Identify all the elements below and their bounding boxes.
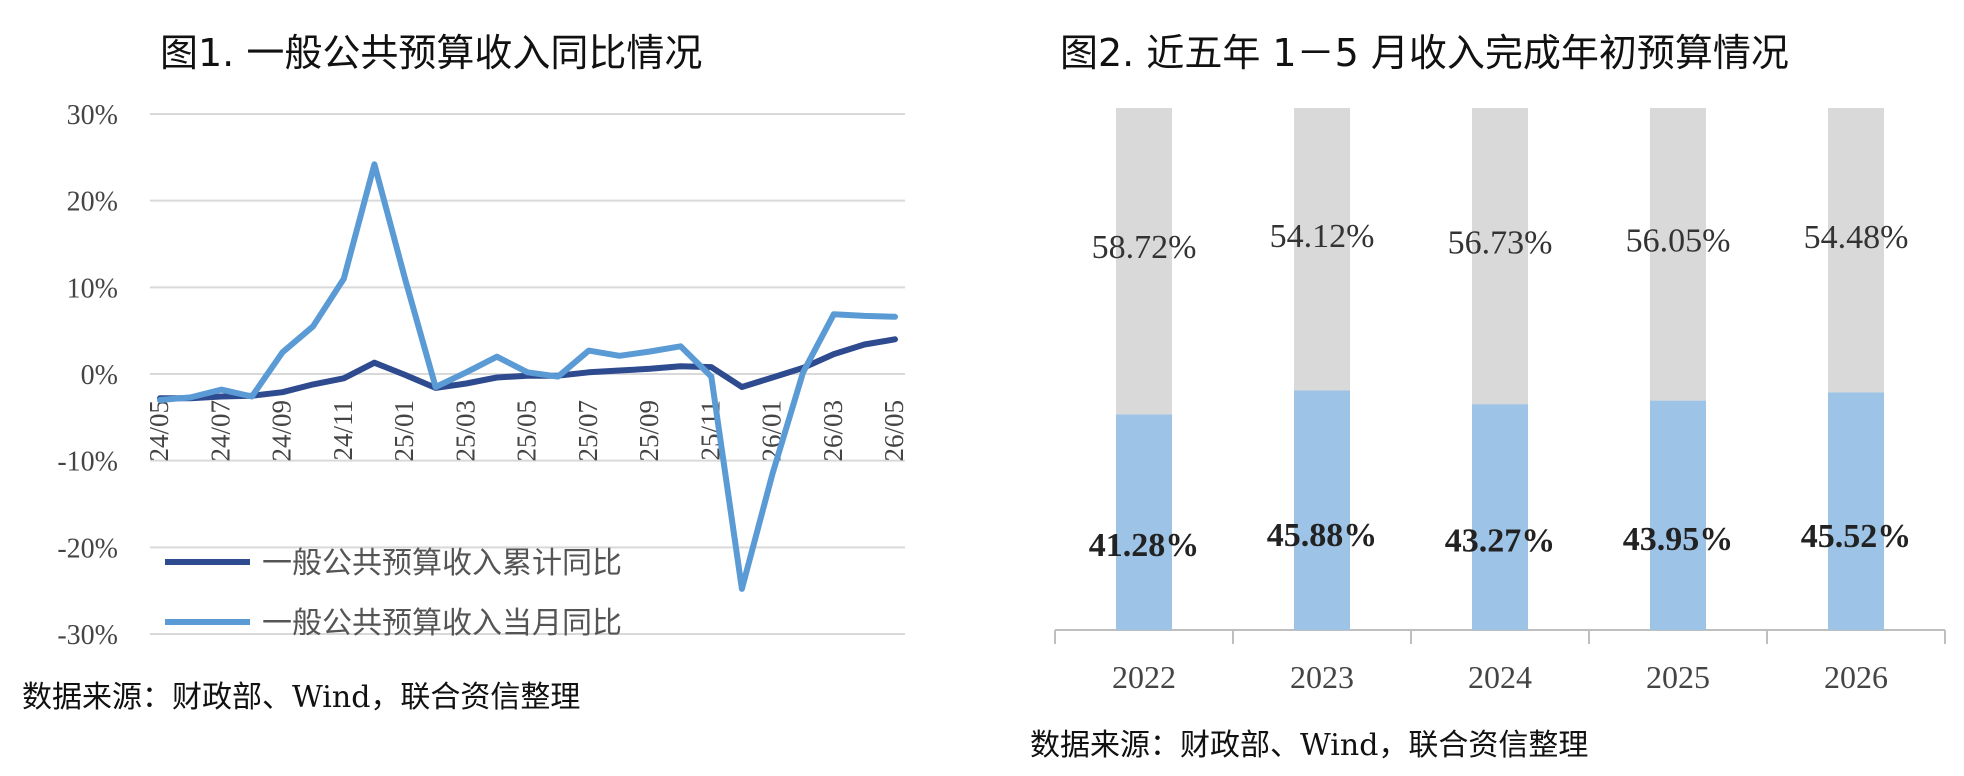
y-tick-label: -30% <box>57 620 118 651</box>
bar-segment-remaining <box>1116 108 1172 415</box>
bar-chart-source: 数据来源：财政部、Wind，联合资信整理 <box>1030 728 1589 763</box>
x-tick-label: 24/07 <box>205 400 235 462</box>
y-tick-label: 10% <box>67 273 118 304</box>
bar-label-remaining: 54.12% <box>1270 218 1375 255</box>
series-line-1 <box>157 336 898 402</box>
bar-segment-completed <box>1294 390 1350 630</box>
bar-segment-remaining <box>1472 108 1528 405</box>
bar-label-remaining: 56.73% <box>1448 224 1553 261</box>
bar-label-remaining: 56.05% <box>1626 223 1731 260</box>
bar-segment-completed <box>1650 400 1706 630</box>
y-tick-label: 30% <box>67 100 118 131</box>
bar-label-completed: 41.28% <box>1089 527 1200 564</box>
line-chart-title: 图1. 一般公共预算收入同比情况 <box>160 31 703 75</box>
x-category-label: 2023 <box>1290 659 1354 695</box>
bar-chart-panel: 图2. 近五年 1－5 月收入完成年初预算情况 41.28% 58.72% 2022… <box>1000 0 1964 776</box>
bar-segment-completed <box>1828 392 1884 630</box>
bar-label-completed: 43.95% <box>1623 521 1734 558</box>
legend-label: 一般公共预算收入累计同比 <box>262 546 622 581</box>
bar-chart: 41.28% 58.72% 2022 45.88% 54.12% 2023 43.27% 56… <box>1054 108 1946 695</box>
x-tick-label: 24/11 <box>328 400 358 461</box>
y-tick-label: -20% <box>57 533 118 564</box>
bar-label-remaining: 54.48% <box>1804 219 1909 256</box>
bar-segment-remaining <box>1294 108 1350 391</box>
bar-label-remaining: 58.72% <box>1092 229 1197 266</box>
bar-label-completed: 43.27% <box>1445 523 1556 560</box>
legend-label: 一般公共预算收入当月同比 <box>262 606 622 641</box>
x-category-label: 2022 <box>1112 659 1176 695</box>
x-tick-label: 25/01 <box>389 400 419 462</box>
x-category-label: 2025 <box>1646 659 1710 695</box>
bar-label-completed: 45.88% <box>1267 517 1378 554</box>
x-tick-label: 24/05 <box>144 400 174 462</box>
x-category-label: 2026 <box>1824 659 1888 695</box>
x-tick-label: 25/09 <box>634 400 664 462</box>
bar-chart-title: 图2. 近五年 1－5 月收入完成年初预算情况 <box>1060 31 1789 75</box>
line-chart-panel: 图1. 一般公共预算收入同比情况 30% 20% 10% 0% -10% -20% -30%… <box>0 0 930 776</box>
bar-segment-remaining <box>1650 108 1706 401</box>
y-tick-label: 20% <box>67 187 118 218</box>
bar-segment-completed <box>1116 414 1172 630</box>
bar-segment-completed <box>1472 404 1528 630</box>
line-chart: 30% 20% 10% 0% -10% -20% -30% 24/05 24/07 24/09 24… <box>57 100 909 651</box>
series-line-2 <box>157 161 898 592</box>
x-category-label: 2024 <box>1468 659 1532 695</box>
x-tick-label: 26/05 <box>879 400 909 462</box>
x-tick-label: 25/03 <box>450 400 480 462</box>
x-tick-label: 26/03 <box>818 400 848 462</box>
x-tick-label: 25/07 <box>573 400 603 462</box>
x-tick-label: 24/09 <box>267 400 297 462</box>
x-tick-label: 25/05 <box>512 400 542 462</box>
y-tick-label: -10% <box>57 447 118 478</box>
y-tick-label: 0% <box>81 360 118 391</box>
line-chart-source: 数据来源：财政部、Wind，联合资信整理 <box>22 680 581 715</box>
bar-segment-remaining <box>1828 108 1884 393</box>
bar-label-completed: 45.52% <box>1801 518 1912 555</box>
